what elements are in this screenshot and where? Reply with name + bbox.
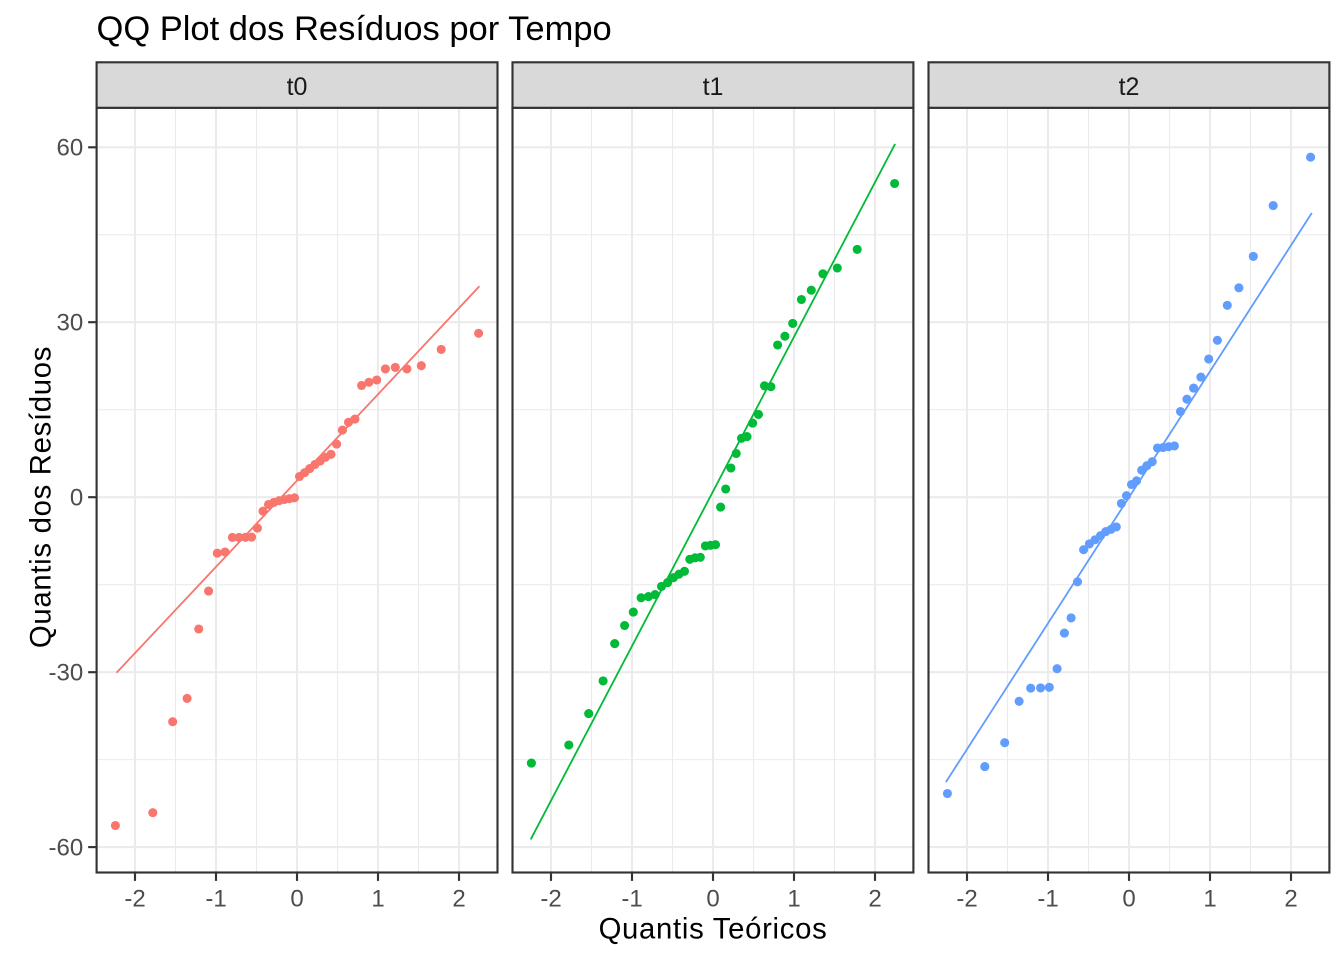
svg-text:2: 2: [868, 886, 881, 913]
svg-text:2: 2: [1284, 886, 1297, 913]
svg-text:Quantis dos Resíduos: Quantis dos Resíduos: [25, 346, 58, 648]
svg-text:0: 0: [290, 886, 303, 913]
svg-text:1: 1: [787, 886, 800, 913]
svg-text:0: 0: [706, 886, 719, 913]
svg-text:2: 2: [452, 886, 465, 913]
svg-text:-2: -2: [124, 886, 145, 913]
svg-text:t2: t2: [1119, 73, 1140, 101]
svg-text:60: 60: [56, 135, 83, 162]
svg-text:-1: -1: [621, 886, 642, 913]
svg-text:1: 1: [371, 886, 384, 913]
svg-text:Quantis Teóricos: Quantis Teóricos: [599, 913, 828, 946]
svg-text:-2: -2: [956, 886, 977, 913]
svg-text:t0: t0: [287, 73, 308, 101]
svg-text:t1: t1: [703, 73, 724, 101]
svg-text:-30: -30: [49, 660, 84, 687]
svg-text:0: 0: [1122, 886, 1135, 913]
svg-text:-2: -2: [540, 886, 561, 913]
svg-text:0: 0: [70, 485, 83, 512]
svg-text:30: 30: [56, 310, 83, 337]
svg-text:QQ Plot dos Resíduos por Tempo: QQ Plot dos Resíduos por Tempo: [97, 10, 612, 48]
svg-text:-60: -60: [49, 835, 84, 862]
svg-text:1: 1: [1203, 886, 1216, 913]
svg-text:-1: -1: [205, 886, 226, 913]
svg-text:-1: -1: [1037, 886, 1058, 913]
